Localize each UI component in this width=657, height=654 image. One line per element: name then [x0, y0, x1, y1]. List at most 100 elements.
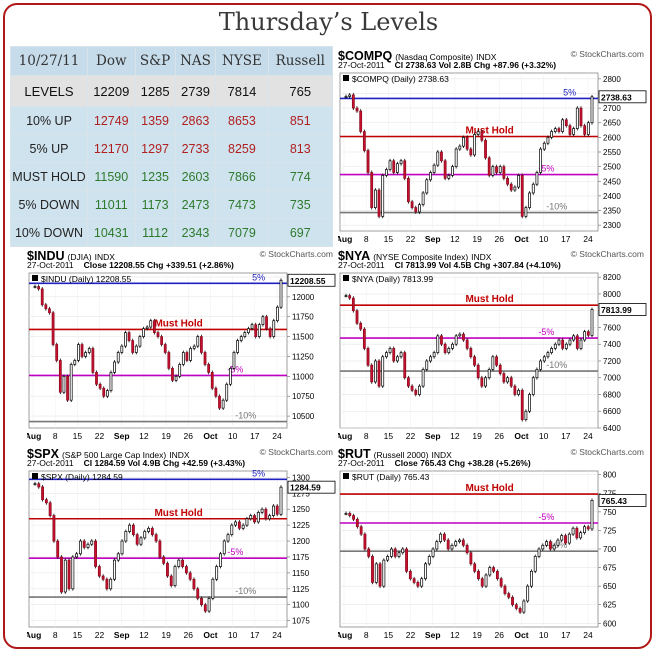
candle-body	[253, 515, 256, 523]
candle-body	[178, 364, 182, 377]
candle-body	[407, 377, 410, 387]
candle-body	[192, 345, 196, 349]
candle-body	[473, 356, 476, 366]
candle-body	[149, 320, 153, 328]
candle-body	[210, 372, 214, 389]
candle-body	[77, 344, 80, 361]
x-tick-label: 10	[228, 630, 238, 640]
candle-body	[550, 131, 554, 138]
candle-body	[491, 356, 495, 370]
y-tick-label: 7600	[603, 323, 621, 332]
y-tick-label: 1150	[292, 569, 310, 578]
x-tick-label: 24	[583, 234, 593, 244]
candle-body	[546, 352, 550, 358]
candle-body	[268, 515, 272, 520]
candle-body	[575, 527, 579, 539]
x-tick-label: Oct	[514, 630, 528, 640]
candle-body	[507, 593, 511, 598]
candle-body	[162, 556, 166, 564]
candle-body	[537, 548, 541, 557]
table-cell: 8259	[215, 134, 269, 163]
last-price-box	[598, 90, 647, 104]
table-cell: 1235	[134, 162, 176, 191]
table-cell: 774	[267, 162, 334, 191]
candle-body	[373, 360, 377, 383]
candle-body	[480, 131, 484, 141]
x-tick-label: Oct	[203, 431, 217, 441]
y-tick-label: 1225	[292, 521, 310, 530]
level-label: Must Hold	[465, 483, 513, 494]
chart-date: 27-Oct-2011	[27, 458, 74, 468]
candle-body	[524, 207, 528, 217]
y-tick-label: 2600	[603, 133, 621, 142]
candle-body	[586, 122, 590, 135]
candle-body	[207, 597, 211, 612]
candle-body	[502, 166, 506, 179]
candle-body	[378, 563, 382, 587]
candle-body	[560, 535, 564, 541]
candle-body	[138, 336, 142, 347]
plot-area	[28, 470, 288, 628]
plot-area	[339, 272, 599, 429]
candle-body	[421, 192, 425, 206]
table-cell: 12170	[87, 134, 136, 163]
candle-body	[189, 348, 192, 361]
x-tick-label: 26	[495, 630, 505, 640]
y-tick-label: 11250	[292, 352, 314, 361]
column-header: Dow	[87, 46, 136, 76]
row-label: 10% DOWN	[10, 218, 88, 247]
candle-body	[506, 377, 509, 383]
candle-body	[477, 570, 480, 580]
last-price-box	[287, 480, 336, 494]
x-tick-label: 15	[384, 234, 394, 244]
candle-body	[403, 352, 407, 379]
candle-body	[44, 304, 48, 310]
candle-body	[412, 578, 416, 583]
table-cell: 1359	[134, 106, 176, 135]
candle-body	[480, 578, 484, 587]
x-tick-label: 8	[364, 234, 369, 244]
candle-body	[78, 540, 82, 555]
candle-body	[256, 512, 260, 523]
candle-body	[51, 312, 55, 345]
candle-body	[446, 539, 450, 550]
y-tick-label: 1250	[292, 505, 310, 514]
candle-body	[219, 553, 222, 567]
candle-body	[362, 328, 366, 349]
candle-body	[469, 552, 473, 565]
x-tick-label: 19	[472, 234, 482, 244]
candle-body	[363, 533, 367, 550]
candle-body	[396, 356, 399, 362]
candle-body	[243, 332, 247, 337]
y-tick-label: 2400	[603, 192, 621, 201]
candle-body	[154, 534, 158, 542]
candle-body	[116, 553, 120, 561]
candle-body	[207, 364, 211, 373]
candle-body	[225, 383, 229, 401]
x-tick-label: 12	[450, 234, 460, 244]
table-cell: 10431	[87, 218, 136, 247]
candle-body	[196, 588, 200, 599]
candle-body	[416, 582, 420, 587]
candle-body	[583, 331, 587, 341]
y-tick-label: 7200	[603, 357, 621, 366]
candle-body	[160, 336, 163, 345]
x-tick-label: Aug	[338, 431, 352, 441]
candle-body	[247, 328, 250, 333]
candle-body	[188, 572, 192, 580]
table-cell: 12749	[87, 106, 136, 135]
candle-body	[491, 166, 495, 176]
x-tick-label: 17	[561, 630, 571, 640]
y-tick-label: 750	[603, 508, 617, 517]
table-cell: 851	[267, 106, 334, 135]
candle-body	[539, 148, 542, 173]
x-tick-label: 10	[228, 431, 238, 441]
chart-legend: $NYA (Daily) 7813.99	[352, 274, 433, 284]
table-cell: 11011	[87, 190, 136, 219]
candle-body	[105, 578, 109, 590]
candle-body	[392, 160, 396, 173]
chart-symbol: $COMPQ	[338, 49, 393, 63]
candle-body	[250, 324, 254, 329]
chart-source: © StockCharts.com	[570, 447, 644, 457]
candle-body	[120, 345, 124, 353]
